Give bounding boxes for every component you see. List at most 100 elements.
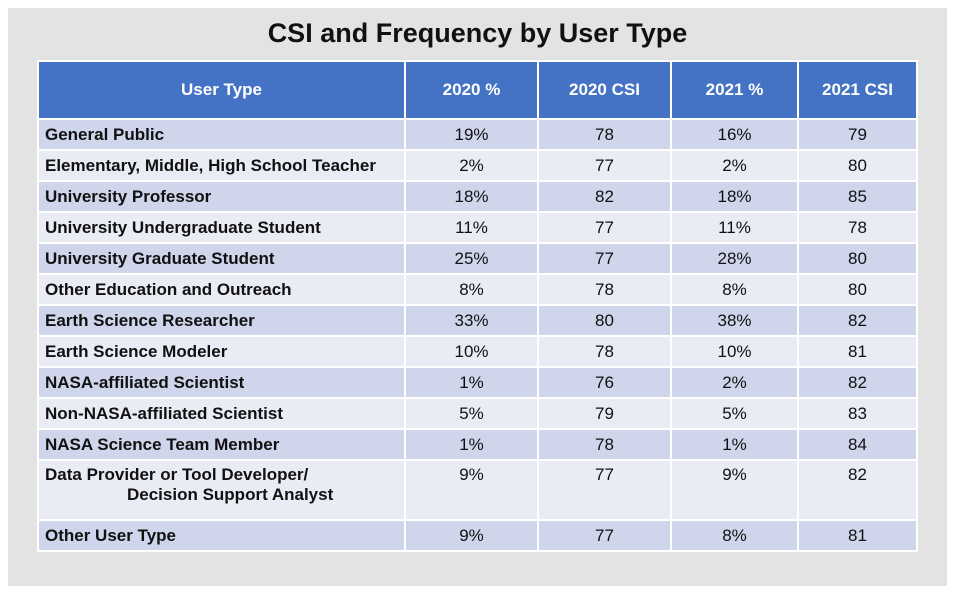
cell-2021-csi: 81 bbox=[797, 519, 918, 552]
cell-2020-csi: 78 bbox=[537, 335, 672, 368]
cell-2021-pct: 8% bbox=[670, 273, 799, 306]
cell-user-type: NASA Science Team Member bbox=[37, 428, 406, 461]
user-type-text: NASA Science Team Member bbox=[45, 434, 280, 454]
table-row: University Undergraduate Student 11% 77 11%… bbox=[37, 211, 918, 244]
cell-2021-pct: 2% bbox=[670, 366, 799, 399]
cell-2020-pct: 33% bbox=[404, 304, 539, 337]
user-type-text: University Undergraduate Student bbox=[45, 217, 321, 237]
cell-2021-csi: 81 bbox=[797, 335, 918, 368]
cell-2021-pct: 18% bbox=[670, 180, 799, 213]
cell-2020-csi: 76 bbox=[537, 366, 672, 399]
cell-2020-csi: 78 bbox=[537, 118, 672, 151]
user-type-text: University Professor bbox=[45, 186, 212, 206]
cell-2020-pct: 11% bbox=[404, 211, 539, 244]
cell-2020-csi: 79 bbox=[537, 397, 672, 430]
cell-2021-pct: 1% bbox=[670, 428, 799, 461]
cell-2021-csi: 82 bbox=[797, 366, 918, 399]
user-type-text: Non-NASA-affiliated Scientist bbox=[45, 403, 284, 423]
header-row: User Type 2020 % 2020 CSI 2021 % 2021 CS… bbox=[37, 60, 918, 120]
cell-2021-csi: 84 bbox=[797, 428, 918, 461]
cell-user-type: Non-NASA-affiliated Scientist bbox=[37, 397, 406, 430]
cell-2020-pct: 18% bbox=[404, 180, 539, 213]
user-type-text-line2: Decision Support Analyst bbox=[127, 485, 334, 504]
user-type-text: Other Education and Outreach bbox=[45, 279, 292, 299]
table-row: Other User Type 9% 77 8% 81 bbox=[37, 519, 918, 552]
cell-2021-csi: 80 bbox=[797, 149, 918, 182]
cell-2020-pct: 9% bbox=[404, 459, 539, 521]
cell-2021-pct: 5% bbox=[670, 397, 799, 430]
user-type-text: Earth Science Modeler bbox=[45, 341, 228, 361]
cell-2020-csi: 78 bbox=[537, 273, 672, 306]
cell-2021-pct: 9% bbox=[670, 459, 799, 521]
cell-2021-pct: 11% bbox=[670, 211, 799, 244]
user-type-text: Data Provider or Tool Developer/ bbox=[45, 465, 309, 484]
cell-2020-csi: 77 bbox=[537, 242, 672, 275]
table-row: Earth Science Modeler 10% 78 10% 81 bbox=[37, 335, 918, 368]
cell-2021-pct: 28% bbox=[670, 242, 799, 275]
cell-2021-csi: 78 bbox=[797, 211, 918, 244]
table-row: General Public 19% 78 16% 79 bbox=[37, 118, 918, 151]
cell-2021-csi: 79 bbox=[797, 118, 918, 151]
header-2020-pct: 2020 % bbox=[404, 60, 539, 120]
cell-2020-pct: 9% bbox=[404, 519, 539, 552]
user-type-text: University Graduate Student bbox=[45, 248, 275, 268]
cell-2021-csi: 80 bbox=[797, 242, 918, 275]
cell-user-type: University Graduate Student bbox=[37, 242, 406, 275]
cell-2021-csi: 82 bbox=[797, 304, 918, 337]
cell-2021-pct: 10% bbox=[670, 335, 799, 368]
cell-2020-csi: 77 bbox=[537, 149, 672, 182]
cell-2020-pct: 2% bbox=[404, 149, 539, 182]
cell-2020-csi: 80 bbox=[537, 304, 672, 337]
cell-user-type: Elementary, Middle, High School Teacher bbox=[37, 149, 406, 182]
cell-2020-pct: 8% bbox=[404, 273, 539, 306]
header-2021-pct: 2021 % bbox=[670, 60, 799, 120]
cell-2020-csi: 82 bbox=[537, 180, 672, 213]
cell-2021-pct: 38% bbox=[670, 304, 799, 337]
table-row: Elementary, Middle, High School Teacher 2… bbox=[37, 149, 918, 182]
cell-2020-pct: 1% bbox=[404, 428, 539, 461]
cell-2020-pct: 1% bbox=[404, 366, 539, 399]
user-type-text: Earth Science Researcher bbox=[45, 310, 255, 330]
cell-2020-csi: 77 bbox=[537, 519, 672, 552]
user-type-text: Other User Type bbox=[45, 525, 177, 545]
header-2020-csi: 2020 CSI bbox=[537, 60, 672, 120]
cell-user-type: Earth Science Modeler bbox=[37, 335, 406, 368]
user-type-text: NASA-affiliated Scientist bbox=[45, 372, 245, 392]
cell-2021-csi: 83 bbox=[797, 397, 918, 430]
cell-user-type: Other User Type bbox=[37, 519, 406, 552]
cell-2021-pct: 2% bbox=[670, 149, 799, 182]
csi-table: User Type 2020 % 2020 CSI 2021 % 2021 CS… bbox=[37, 60, 918, 552]
cell-2020-csi: 77 bbox=[537, 211, 672, 244]
cell-2021-csi: 82 bbox=[797, 459, 918, 521]
table-row: NASA Science Team Member 1% 78 1% 84 bbox=[37, 428, 918, 461]
cell-user-type: Data Provider or Tool Developer/Decision… bbox=[37, 459, 406, 521]
header-2021-csi: 2021 CSI bbox=[797, 60, 918, 120]
header-user-type: User Type bbox=[37, 60, 406, 120]
chart-title: CSI and Frequency by User Type bbox=[267, 18, 688, 48]
table-body: General Public 19% 78 16% 79 Elementary, Midd… bbox=[37, 118, 918, 552]
cell-user-type: Other Education and Outreach bbox=[37, 273, 406, 306]
cell-2021-csi: 85 bbox=[797, 180, 918, 213]
table-row: Non-NASA-affiliated Scientist 5% 79 5% 83 bbox=[37, 397, 918, 430]
cell-2021-csi: 80 bbox=[797, 273, 918, 306]
cell-user-type: University Undergraduate Student bbox=[37, 211, 406, 244]
slide: CSI and Frequency by User Type User Type… bbox=[8, 8, 947, 586]
user-type-text: Elementary, Middle, High School Teacher bbox=[45, 155, 376, 175]
cell-2021-pct: 8% bbox=[670, 519, 799, 552]
table-row: University Professor 18% 82 18% 85 bbox=[37, 180, 918, 213]
cell-2020-csi: 77 bbox=[537, 459, 672, 521]
cell-user-type: General Public bbox=[37, 118, 406, 151]
cell-user-type: Earth Science Researcher bbox=[37, 304, 406, 337]
table-row: Data Provider or Tool Developer/Decision… bbox=[37, 459, 918, 521]
cell-user-type: NASA-affiliated Scientist bbox=[37, 366, 406, 399]
cell-2020-pct: 10% bbox=[404, 335, 539, 368]
table-row: Earth Science Researcher 33% 80 38% 82 bbox=[37, 304, 918, 337]
table-row: NASA-affiliated Scientist 1% 76 2% 82 bbox=[37, 366, 918, 399]
cell-2021-pct: 16% bbox=[670, 118, 799, 151]
table-row: University Graduate Student 25% 77 28% 80 bbox=[37, 242, 918, 275]
cell-user-type: University Professor bbox=[37, 180, 406, 213]
cell-2020-pct: 5% bbox=[404, 397, 539, 430]
cell-2020-pct: 19% bbox=[404, 118, 539, 151]
table-row: Other Education and Outreach 8% 78 8% 80 bbox=[37, 273, 918, 306]
cell-2020-csi: 78 bbox=[537, 428, 672, 461]
